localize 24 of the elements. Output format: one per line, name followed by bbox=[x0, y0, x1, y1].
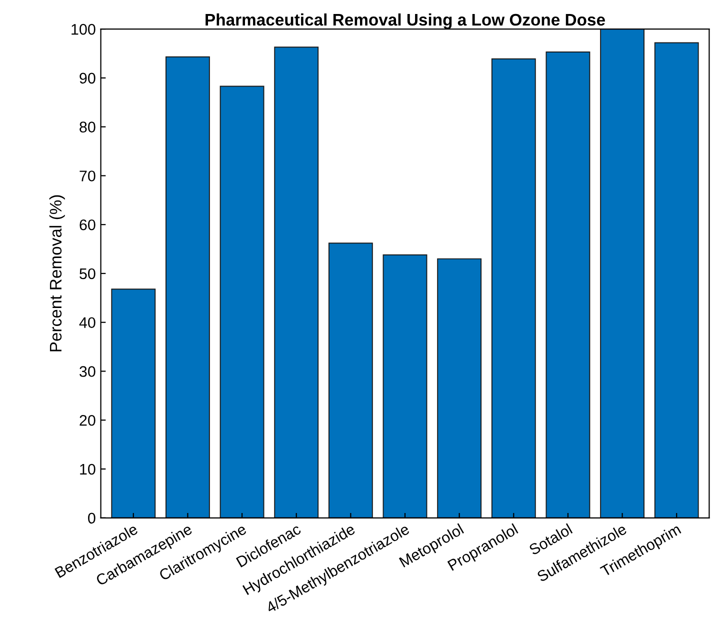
bar bbox=[220, 86, 264, 518]
chart-title: Pharmaceutical Removal Using a Low Ozone Dose bbox=[206, 13, 605, 30]
y-tick-label: 100 bbox=[72, 24, 96, 35]
y-tick-label: 40 bbox=[79, 317, 96, 328]
bar bbox=[274, 46, 319, 518]
bar bbox=[600, 29, 644, 518]
y-tick-label: 90 bbox=[80, 72, 96, 84]
y-tick-label: 20 bbox=[80, 414, 96, 426]
y-tick-label: 10 bbox=[80, 464, 96, 475]
bar bbox=[437, 258, 482, 518]
bar bbox=[654, 42, 699, 518]
bar bbox=[166, 56, 210, 518]
bar bbox=[546, 52, 590, 518]
bar bbox=[111, 288, 156, 518]
y-tick-label: 60 bbox=[80, 219, 96, 230]
y-tick-label: 80 bbox=[80, 122, 96, 132]
y-tick-label: 30 bbox=[80, 366, 96, 377]
bar bbox=[382, 254, 428, 518]
y-axis-title: Percent Removal (%) bbox=[49, 195, 65, 352]
bar bbox=[491, 58, 536, 518]
y-tick-label: 70 bbox=[80, 170, 96, 182]
y-tick-label: 50 bbox=[80, 268, 96, 280]
y-tick-label: 0 bbox=[88, 512, 96, 524]
bar bbox=[328, 242, 373, 518]
